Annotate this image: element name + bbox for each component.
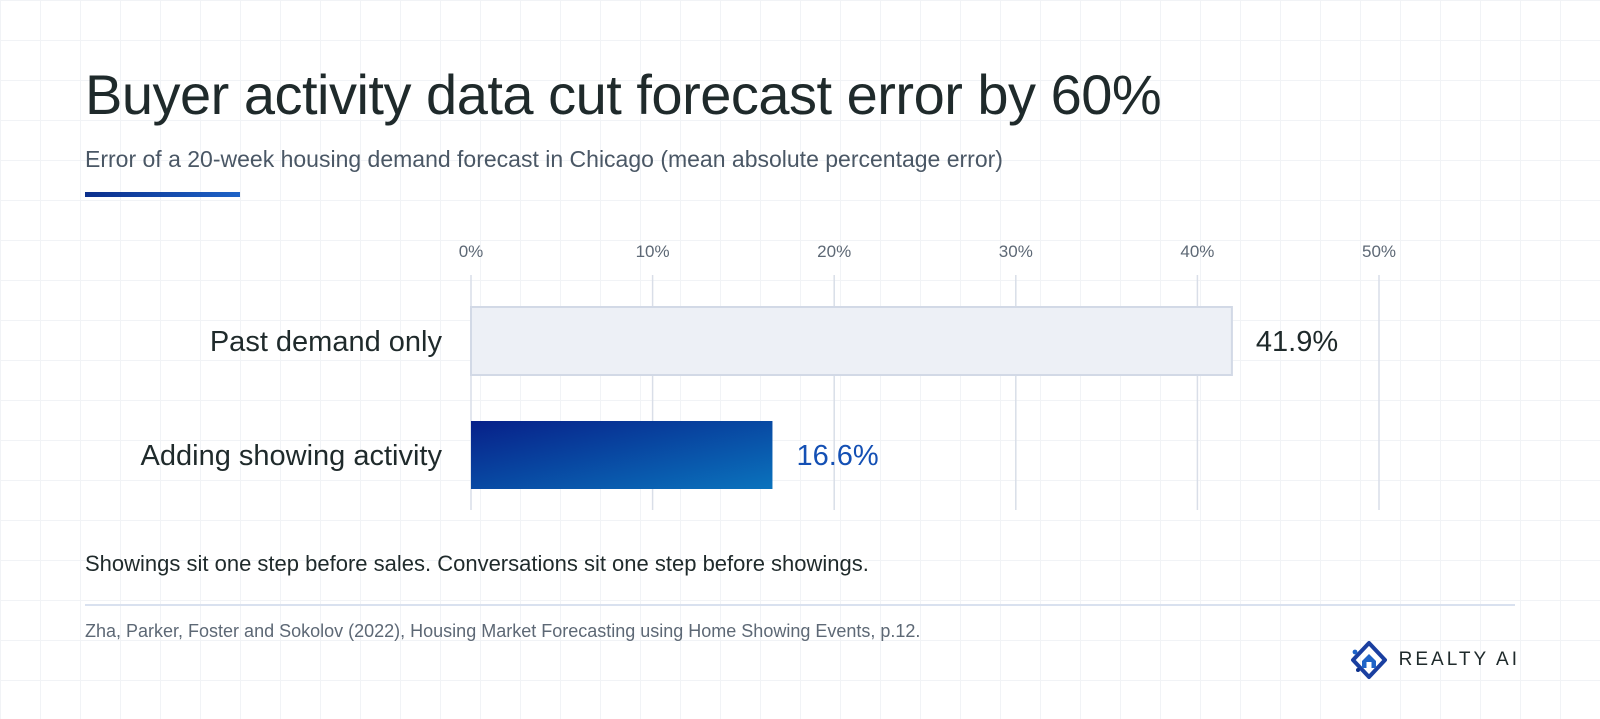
x-tick-label: 20%: [817, 242, 851, 261]
x-tick-label: 0%: [459, 242, 484, 261]
brand-name: REALTY AI: [1398, 649, 1520, 670]
category-label: Past demand only: [210, 326, 443, 358]
brand-logo: REALTY AI: [1349, 640, 1520, 680]
footer-divider: [85, 604, 1515, 606]
chart-subtitle: Error of a 20-week housing demand foreca…: [85, 146, 1003, 172]
x-tick-label: 40%: [1180, 242, 1214, 261]
category-labels: Past demand only Adding showing activity: [141, 326, 443, 472]
takeaway-text: Showings sit one step before sales. Conv…: [85, 551, 869, 576]
x-tick-label: 50%: [1362, 242, 1396, 261]
x-tick-label: 30%: [999, 242, 1033, 261]
x-axis-ticks: 0% 10% 20% 30% 40% 50%: [459, 242, 1396, 261]
value-labels: 41.9% 16.6%: [796, 326, 1338, 472]
bars: [470, 306, 1233, 489]
realty-ai-logo-icon: [1350, 641, 1387, 679]
value-label: 41.9%: [1256, 326, 1338, 358]
title-accent-rule: [85, 192, 240, 197]
x-tick-label: 10%: [636, 242, 670, 261]
value-label: 16.6%: [796, 440, 878, 472]
bar: [471, 421, 773, 489]
source-citation: Zha, Parker, Foster and Sokolov (2022), …: [85, 621, 921, 641]
category-label: Adding showing activity: [141, 440, 443, 472]
chart-title: Buyer activity data cut forecast error b…: [85, 63, 1162, 126]
bar: [470, 306, 1233, 376]
